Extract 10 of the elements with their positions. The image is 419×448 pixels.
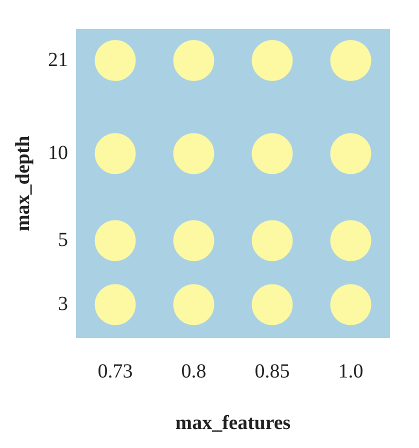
y-tick-label: 10 [48,142,68,164]
x-axis-title: max_features [175,412,291,434]
x-tick-label: 0.8 [181,360,206,382]
y-tick-label: 21 [48,48,68,71]
y-axis-title: max_depth [12,136,34,232]
x-tick-label: 1.0 [338,360,364,382]
x-tick-label: 0.85 [254,360,290,382]
x-tick-label: 0.73 [98,360,133,382]
y-tick-label: 5 [58,228,68,251]
y-tick-label: 3 [58,292,68,315]
